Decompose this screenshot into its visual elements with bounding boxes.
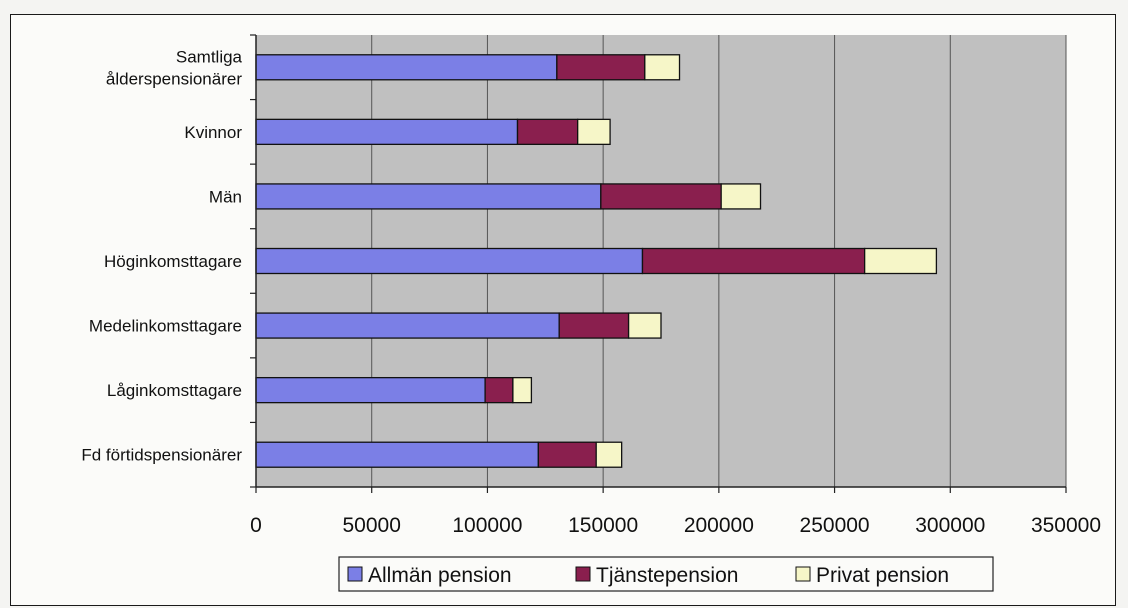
category-label-line: Medelinkomsttagare [89, 317, 242, 336]
category-label-line: Män [209, 187, 242, 206]
category-label: Låginkomsttagare [107, 381, 242, 400]
category-label: Män [209, 187, 242, 206]
bar-privat-pension [577, 118, 611, 146]
bar-tjnstepension [484, 376, 514, 404]
bar-allmn-pension [255, 312, 560, 339]
pension-bar-chart: 0 50000 100000 150000 200000 250000 300000 3500… [81, 34, 1101, 592]
bar-privat-pension [864, 247, 938, 275]
bar-privat-pension [720, 183, 762, 210]
legend-label: Tjänstepension [596, 564, 738, 587]
bar-allmn-pension [255, 183, 602, 210]
bar-privat-pension [512, 376, 533, 404]
cropped-header [0, 0, 1128, 14]
category-label: Medelinkomsttagare [89, 317, 242, 336]
x-tick-label: 300000 [915, 514, 985, 537]
bar-tjnstepension [537, 441, 597, 468]
bar-privat-pension [627, 312, 662, 339]
category-label: Kvinnor [184, 123, 242, 142]
legend-swatch [347, 566, 363, 582]
bar-privat-pension [644, 54, 681, 81]
category-label: Samtliga ålderspensionärer [106, 47, 243, 88]
legend-box [338, 556, 994, 592]
category-label-line: Höginkomsttagare [104, 252, 242, 271]
legend-label: Privat pension [816, 564, 949, 587]
x-tick-label: 100000 [452, 514, 522, 537]
category-label: Höginkomsttagare [104, 252, 242, 271]
x-tick-label: 350000 [1031, 514, 1101, 537]
legend-label: Allmän pension [368, 564, 512, 587]
category-label: Fd förtidspensionärer [81, 446, 242, 465]
legend-swatch [795, 566, 811, 582]
bar-tjnstepension [600, 183, 722, 210]
category-label-line: Samtliga [176, 47, 243, 66]
bar-allmn-pension [255, 247, 644, 275]
bar-tjnstepension [641, 247, 866, 275]
bar-tjnstepension [516, 118, 579, 146]
category-label-line: ålderspensionärer [106, 69, 242, 88]
category-label-line: Kvinnor [184, 123, 242, 142]
x-tick-label: 50000 [343, 514, 401, 537]
bar-allmn-pension [255, 118, 519, 146]
x-tick-label: 250000 [800, 514, 870, 537]
bar-tjnstepension [558, 312, 630, 339]
category-label-line: Låginkomsttagare [107, 381, 242, 400]
bar-privat-pension [595, 441, 623, 468]
bar-allmn-pension [255, 54, 558, 81]
category-label-line: Fd förtidspensionärer [81, 446, 242, 465]
chart-frame: 0 50000 100000 150000 200000 250000 300000 3500… [10, 14, 1116, 606]
bar-tjnstepension [556, 54, 646, 81]
axes: 0 50000 100000 150000 200000 250000 300000 3500… [81, 34, 1101, 537]
x-tick-label: 150000 [568, 514, 638, 537]
bars [255, 54, 938, 468]
x-tick-label: 0 [250, 514, 262, 537]
bar-allmn-pension [255, 376, 486, 404]
x-tick-label: 200000 [684, 514, 754, 537]
legend: Allmän pension Tjänstepension Privat pensi… [338, 556, 994, 592]
legend-swatch [575, 566, 591, 582]
bar-allmn-pension [255, 441, 539, 468]
